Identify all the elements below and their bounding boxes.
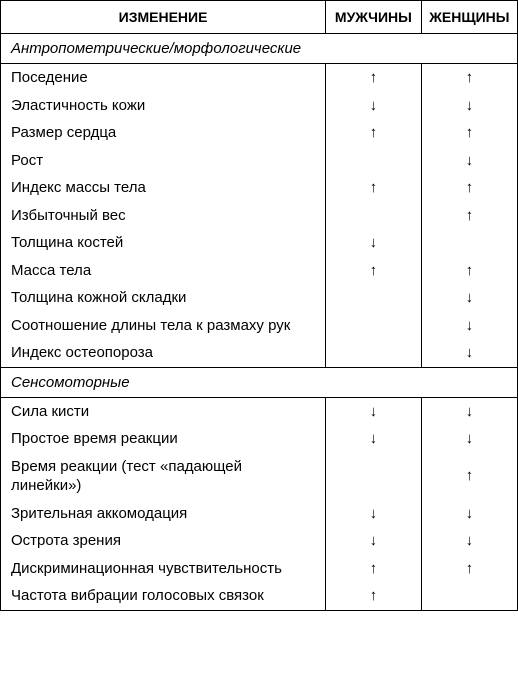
table-row: Острота зрения↓↓	[1, 527, 518, 555]
row-label: Толщина костей	[1, 229, 326, 257]
header-women: ЖЕНЩИНЫ	[421, 1, 517, 34]
row-label: Соотношение длины тела к размаху рук	[1, 312, 326, 340]
men-value: ↓	[326, 92, 422, 120]
women-value: ↓	[421, 425, 517, 453]
men-value: ↓	[326, 527, 422, 555]
women-value	[421, 582, 517, 610]
men-value: ↑	[326, 582, 422, 610]
row-label: Сила кисти	[1, 397, 326, 425]
header-row: ИЗМЕНЕНИЕ МУЖЧИНЫ ЖЕНЩИНЫ	[1, 1, 518, 34]
row-label: Простое время реакции	[1, 425, 326, 453]
row-label: Поседение	[1, 64, 326, 92]
row-label: Размер сердца	[1, 119, 326, 147]
women-value: ↓	[421, 147, 517, 175]
women-value: ↑	[421, 174, 517, 202]
row-label: Зрительная аккомодация	[1, 500, 326, 528]
table-row: Масса тела↑↑	[1, 257, 518, 285]
table-row: Частота вибрации голосовых связок↑	[1, 582, 518, 610]
table-row: Индекс массы тела↑↑	[1, 174, 518, 202]
table-row: Эластичность кожи↓↓	[1, 92, 518, 120]
women-value: ↑	[421, 202, 517, 230]
table-row: Толщина кожной складки ↓	[1, 284, 518, 312]
section-header: Сенсомоторные	[1, 367, 518, 397]
table-row: Время реакции (тест «падающей линейки») ↑	[1, 453, 518, 500]
men-value: ↑	[326, 64, 422, 92]
table-row: Простое время реакции↓↓	[1, 425, 518, 453]
men-value	[326, 202, 422, 230]
women-value	[421, 229, 517, 257]
women-value: ↓	[421, 397, 517, 425]
row-label: Частота вибрации голосовых связок	[1, 582, 326, 610]
table-row: Толщина костей↓	[1, 229, 518, 257]
table-row: Индекс остеопороза ↓	[1, 339, 518, 367]
row-label: Масса тела	[1, 257, 326, 285]
row-label: Избыточный вес	[1, 202, 326, 230]
table-row: Соотношение длины тела к размаху рук ↓	[1, 312, 518, 340]
row-label: Индекс остеопороза	[1, 339, 326, 367]
header-men: МУЖЧИНЫ	[326, 1, 422, 34]
men-value	[326, 339, 422, 367]
women-value: ↓	[421, 284, 517, 312]
row-label: Рост	[1, 147, 326, 175]
men-value: ↑	[326, 119, 422, 147]
men-value	[326, 453, 422, 500]
row-label: Дискриминационная чувствительность	[1, 555, 326, 583]
row-label: Индекс массы тела	[1, 174, 326, 202]
men-value: ↑	[326, 257, 422, 285]
women-value: ↑	[421, 555, 517, 583]
women-value: ↓	[421, 339, 517, 367]
row-label: Время реакции (тест «падающей линейки»)	[1, 453, 326, 500]
row-label: Толщина кожной складки	[1, 284, 326, 312]
table-row: Избыточный вес ↑	[1, 202, 518, 230]
men-value: ↓	[326, 397, 422, 425]
table-row: Поседение↑↑	[1, 64, 518, 92]
women-value: ↑	[421, 453, 517, 500]
header-change: ИЗМЕНЕНИЕ	[1, 1, 326, 34]
row-label: Острота зрения	[1, 527, 326, 555]
table-row: Дискриминационная чувствительность↑↑	[1, 555, 518, 583]
women-value: ↓	[421, 92, 517, 120]
men-value	[326, 147, 422, 175]
table-row: Рост ↓	[1, 147, 518, 175]
table-row: Сила кисти↓↓	[1, 397, 518, 425]
women-value: ↓	[421, 312, 517, 340]
table-row: Размер сердца↑↑	[1, 119, 518, 147]
men-value: ↓	[326, 425, 422, 453]
women-value: ↓	[421, 527, 517, 555]
section-title: Антропометрические/морфологические	[1, 34, 518, 64]
men-value	[326, 312, 422, 340]
men-value: ↓	[326, 500, 422, 528]
women-value: ↑	[421, 119, 517, 147]
men-value: ↑	[326, 174, 422, 202]
women-value: ↑	[421, 257, 517, 285]
row-label: Эластичность кожи	[1, 92, 326, 120]
men-value: ↑	[326, 555, 422, 583]
section-title: Сенсомоторные	[1, 367, 518, 397]
table-row: Зрительная аккомодация↓↓	[1, 500, 518, 528]
women-value: ↑	[421, 64, 517, 92]
section-header: Антропометрические/морфологические	[1, 34, 518, 64]
men-value	[326, 284, 422, 312]
women-value: ↓	[421, 500, 517, 528]
men-value: ↓	[326, 229, 422, 257]
physiological-changes-table: ИЗМЕНЕНИЕ МУЖЧИНЫ ЖЕНЩИНЫ Антропометриче…	[0, 0, 518, 611]
